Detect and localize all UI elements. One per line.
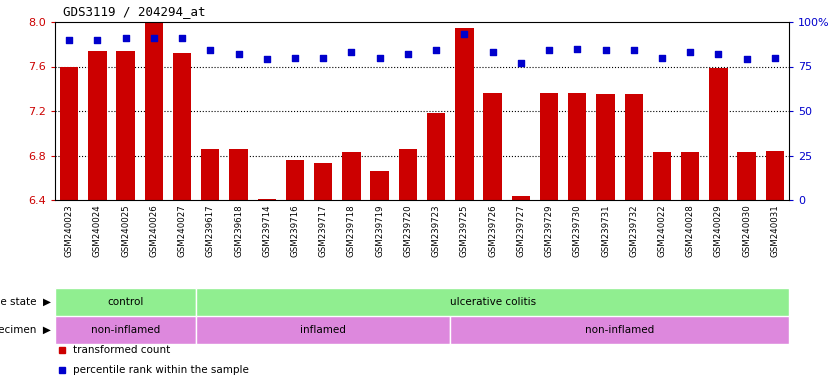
Text: GSM239618: GSM239618 [234, 204, 243, 257]
Bar [55, 316, 196, 344]
Bar [484, 93, 502, 384]
Point [656, 55, 669, 61]
Bar [342, 152, 360, 384]
Bar [766, 151, 784, 384]
Point [260, 56, 274, 63]
Point [119, 35, 133, 41]
Point [599, 47, 612, 53]
Text: GSM239723: GSM239723 [432, 204, 440, 257]
Text: GSM240023: GSM240023 [64, 204, 73, 257]
Text: disease state  ▶: disease state ▶ [0, 297, 51, 307]
Bar [709, 68, 727, 384]
Text: GSM239617: GSM239617 [206, 204, 215, 257]
Text: GSM239714: GSM239714 [262, 204, 271, 257]
Bar [596, 94, 615, 384]
Bar [399, 149, 417, 384]
Text: GSM240031: GSM240031 [771, 204, 780, 257]
Text: GSM239727: GSM239727 [516, 204, 525, 257]
Bar [370, 171, 389, 384]
Text: inflamed: inflamed [300, 325, 346, 335]
Text: GSM239720: GSM239720 [404, 204, 412, 257]
Text: specimen  ▶: specimen ▶ [0, 325, 51, 335]
Bar [450, 316, 789, 344]
Point [430, 47, 443, 53]
Text: GSM240025: GSM240025 [121, 204, 130, 257]
Text: GSM239730: GSM239730 [573, 204, 582, 257]
Point [373, 55, 386, 61]
Bar [455, 28, 474, 384]
Bar [737, 152, 756, 384]
Text: non-inflamed: non-inflamed [585, 325, 654, 335]
Bar [55, 288, 196, 316]
Text: percentile rank within the sample: percentile rank within the sample [73, 365, 249, 375]
Text: control: control [108, 297, 143, 307]
Text: GSM240027: GSM240027 [178, 204, 187, 257]
Bar [653, 152, 671, 384]
Point [175, 35, 188, 41]
Text: GDS3119 / 204294_at: GDS3119 / 204294_at [63, 5, 206, 18]
Bar [625, 94, 643, 384]
Point [63, 37, 76, 43]
Point [486, 49, 500, 55]
Point [232, 51, 245, 57]
Bar [196, 288, 789, 316]
Text: GSM240028: GSM240028 [686, 204, 695, 257]
Bar [511, 195, 530, 384]
Text: GSM240026: GSM240026 [149, 204, 158, 257]
Text: GSM239717: GSM239717 [319, 204, 328, 257]
Text: transformed count: transformed count [73, 345, 171, 355]
Point [542, 47, 555, 53]
Text: GSM239729: GSM239729 [545, 204, 554, 257]
Point [684, 49, 697, 55]
Text: GSM240022: GSM240022 [657, 204, 666, 257]
Bar [173, 53, 191, 384]
Point [203, 47, 217, 53]
Bar [88, 51, 107, 384]
Text: GSM239725: GSM239725 [460, 204, 469, 257]
Bar [60, 66, 78, 384]
Point [458, 31, 471, 38]
Point [711, 51, 725, 57]
Point [401, 51, 414, 57]
Bar [201, 149, 219, 384]
Text: GSM239731: GSM239731 [601, 204, 610, 257]
Text: GSM239732: GSM239732 [629, 204, 638, 257]
Bar [681, 152, 700, 384]
Point [91, 37, 104, 43]
Point [514, 60, 527, 66]
Point [627, 47, 641, 53]
Point [344, 49, 358, 55]
Bar [427, 113, 445, 384]
Text: non-inflamed: non-inflamed [91, 325, 160, 335]
Text: GSM239718: GSM239718 [347, 204, 356, 257]
Bar [229, 149, 248, 384]
Point [147, 35, 160, 41]
Bar [286, 160, 304, 384]
Point [768, 55, 781, 61]
Text: GSM240030: GSM240030 [742, 204, 751, 257]
Bar [144, 22, 163, 384]
Point [570, 46, 584, 52]
Bar [568, 93, 586, 384]
Text: GSM239726: GSM239726 [488, 204, 497, 257]
Text: ulcerative colitis: ulcerative colitis [450, 297, 535, 307]
Text: GSM239719: GSM239719 [375, 204, 384, 257]
Point [740, 56, 753, 63]
Point [317, 55, 330, 61]
Bar [540, 93, 558, 384]
Bar [196, 316, 450, 344]
Text: GSM240024: GSM240024 [93, 204, 102, 257]
Bar [314, 163, 333, 384]
Text: GSM240029: GSM240029 [714, 204, 723, 257]
Bar [258, 199, 276, 384]
Point [289, 55, 302, 61]
Bar [117, 51, 135, 384]
Text: GSM239716: GSM239716 [290, 204, 299, 257]
